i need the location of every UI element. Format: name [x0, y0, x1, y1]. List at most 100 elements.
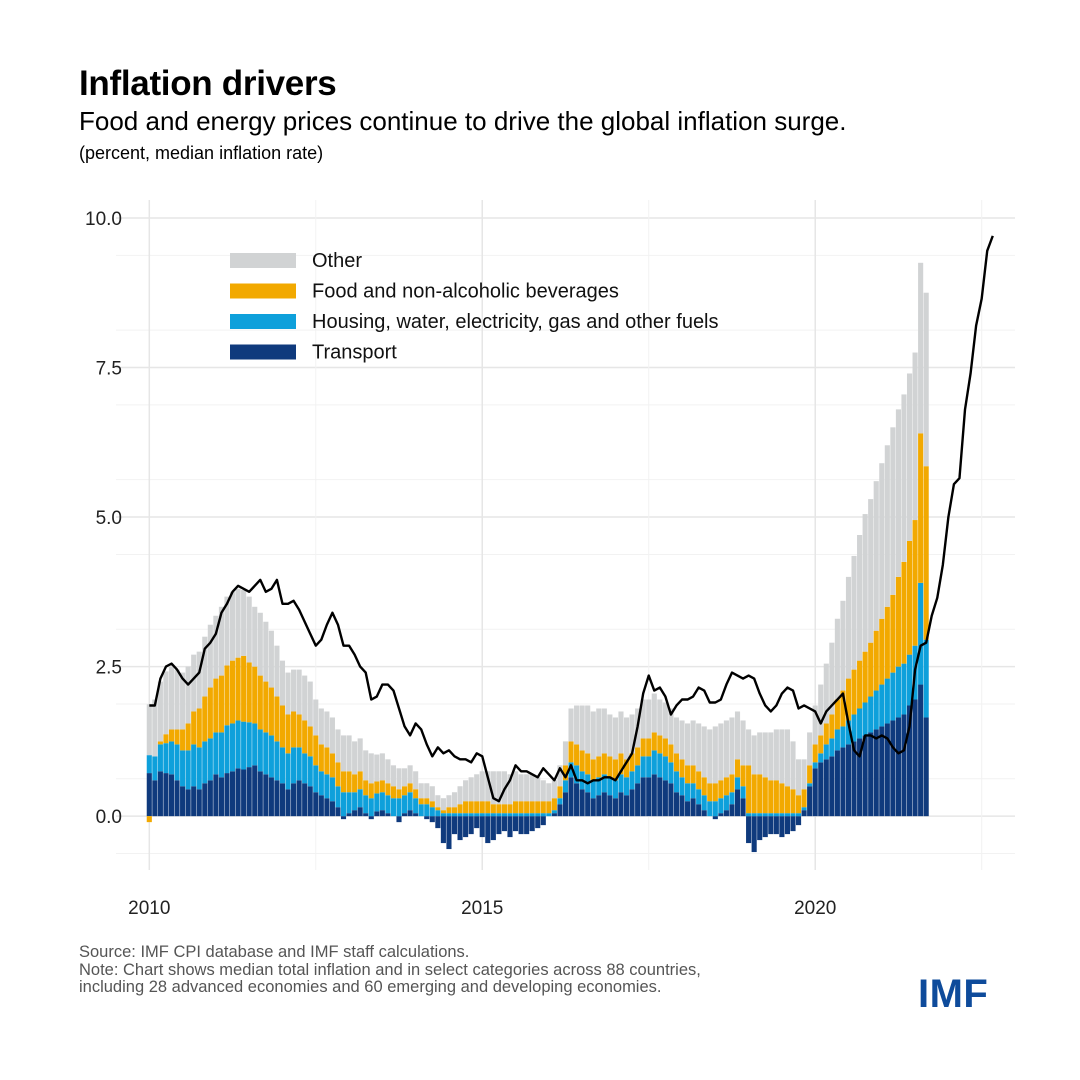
housing-bar [168, 741, 175, 775]
other-bar [268, 630, 274, 688]
transport-bar [562, 792, 569, 817]
food-bar [629, 753, 635, 772]
other-bar [318, 708, 324, 745]
food-bar [390, 786, 397, 799]
transport-bar [834, 750, 840, 817]
housing-bar [601, 774, 607, 793]
food-bar [574, 744, 580, 766]
food-bar [784, 786, 791, 814]
other-bar [229, 591, 236, 661]
housing-bar [707, 801, 713, 817]
transport-bar [285, 789, 291, 817]
housing-bar [424, 804, 430, 817]
housing-bar [279, 747, 286, 784]
housing-bar [474, 813, 480, 817]
legend-label-other: Other [312, 250, 362, 272]
other-bar [424, 783, 430, 799]
transport-bar [429, 816, 435, 823]
housing-bar [512, 813, 519, 817]
other-bar [801, 759, 807, 790]
transport-bar [451, 816, 458, 835]
housing-bar [335, 786, 341, 808]
other-bar [773, 729, 779, 781]
transport-bar [618, 792, 624, 817]
footnotes: Source: IMF CPI database and IMF staff c… [79, 943, 701, 997]
transport-bar [252, 765, 258, 817]
other-bar [540, 780, 546, 802]
transport-bar [906, 705, 913, 817]
other-bar [252, 606, 258, 667]
food-bar [551, 798, 557, 811]
other-bar [279, 660, 286, 706]
other-bar [879, 463, 885, 619]
transport-bar [501, 816, 507, 832]
food-bar [368, 783, 374, 799]
housing-bar [413, 798, 419, 814]
food-bar [662, 738, 668, 757]
other-bar [407, 765, 413, 784]
other-bar [840, 600, 846, 691]
transport-bar [207, 780, 213, 817]
food-bar [768, 780, 774, 814]
housing-bar [385, 795, 391, 814]
food-bar [202, 696, 208, 742]
legend-label-food: Food and non-alcoholic beverages [312, 281, 619, 303]
other-bar [723, 720, 729, 778]
other-bar [779, 729, 785, 784]
housing-bar [551, 810, 557, 814]
housing-bar [773, 813, 779, 817]
housing-bar [324, 774, 330, 799]
food-bar [518, 801, 524, 814]
transport-bar [540, 816, 546, 826]
legend-swatch-food [230, 283, 296, 299]
other-bar [241, 590, 247, 656]
food-bar [168, 729, 175, 742]
food-bar [457, 804, 463, 814]
transport-bar [274, 780, 280, 817]
transport-bar [440, 816, 446, 844]
transport-bar [895, 717, 901, 817]
other-bar [207, 624, 213, 688]
chart-subtitle: Food and energy prices continue to drive… [79, 106, 847, 136]
other-bar [734, 711, 741, 760]
other-bar [512, 771, 519, 802]
transport-bar [923, 717, 929, 817]
other-bar [496, 771, 502, 805]
food-bar [302, 720, 308, 754]
transport-bar [241, 769, 247, 817]
other-bar [668, 708, 674, 745]
housing-bar [562, 780, 569, 793]
other-bar [274, 645, 280, 697]
housing-bar [673, 771, 680, 793]
transport-bar [568, 777, 574, 817]
other-bar [174, 669, 180, 730]
transport-bar [468, 816, 474, 835]
transport-bar [635, 783, 641, 817]
food-bar [657, 735, 663, 754]
other-bar [673, 717, 680, 754]
food-bar [829, 714, 835, 739]
transport-bar [807, 786, 813, 817]
housing-bar [840, 726, 846, 748]
transport-bar [224, 773, 230, 817]
other-bar [757, 732, 763, 775]
transport-bar [379, 810, 385, 817]
transport-bar [696, 804, 702, 817]
other-bar [257, 612, 263, 676]
housing-bar [568, 762, 574, 778]
food-bar [546, 801, 552, 814]
transport-bar [784, 816, 791, 835]
transport-bar [435, 816, 441, 829]
other-bar [313, 699, 319, 736]
other-bar [751, 735, 757, 775]
other-bar [224, 596, 230, 666]
housing-bar [402, 795, 408, 814]
housing-bar [701, 795, 707, 811]
housing-bar [191, 744, 197, 787]
transport-bar [529, 816, 535, 832]
housing-bar [829, 738, 835, 757]
food-bar [512, 801, 519, 814]
other-bar [790, 741, 796, 790]
housing-bar [823, 744, 829, 760]
transport-bar [679, 795, 685, 817]
